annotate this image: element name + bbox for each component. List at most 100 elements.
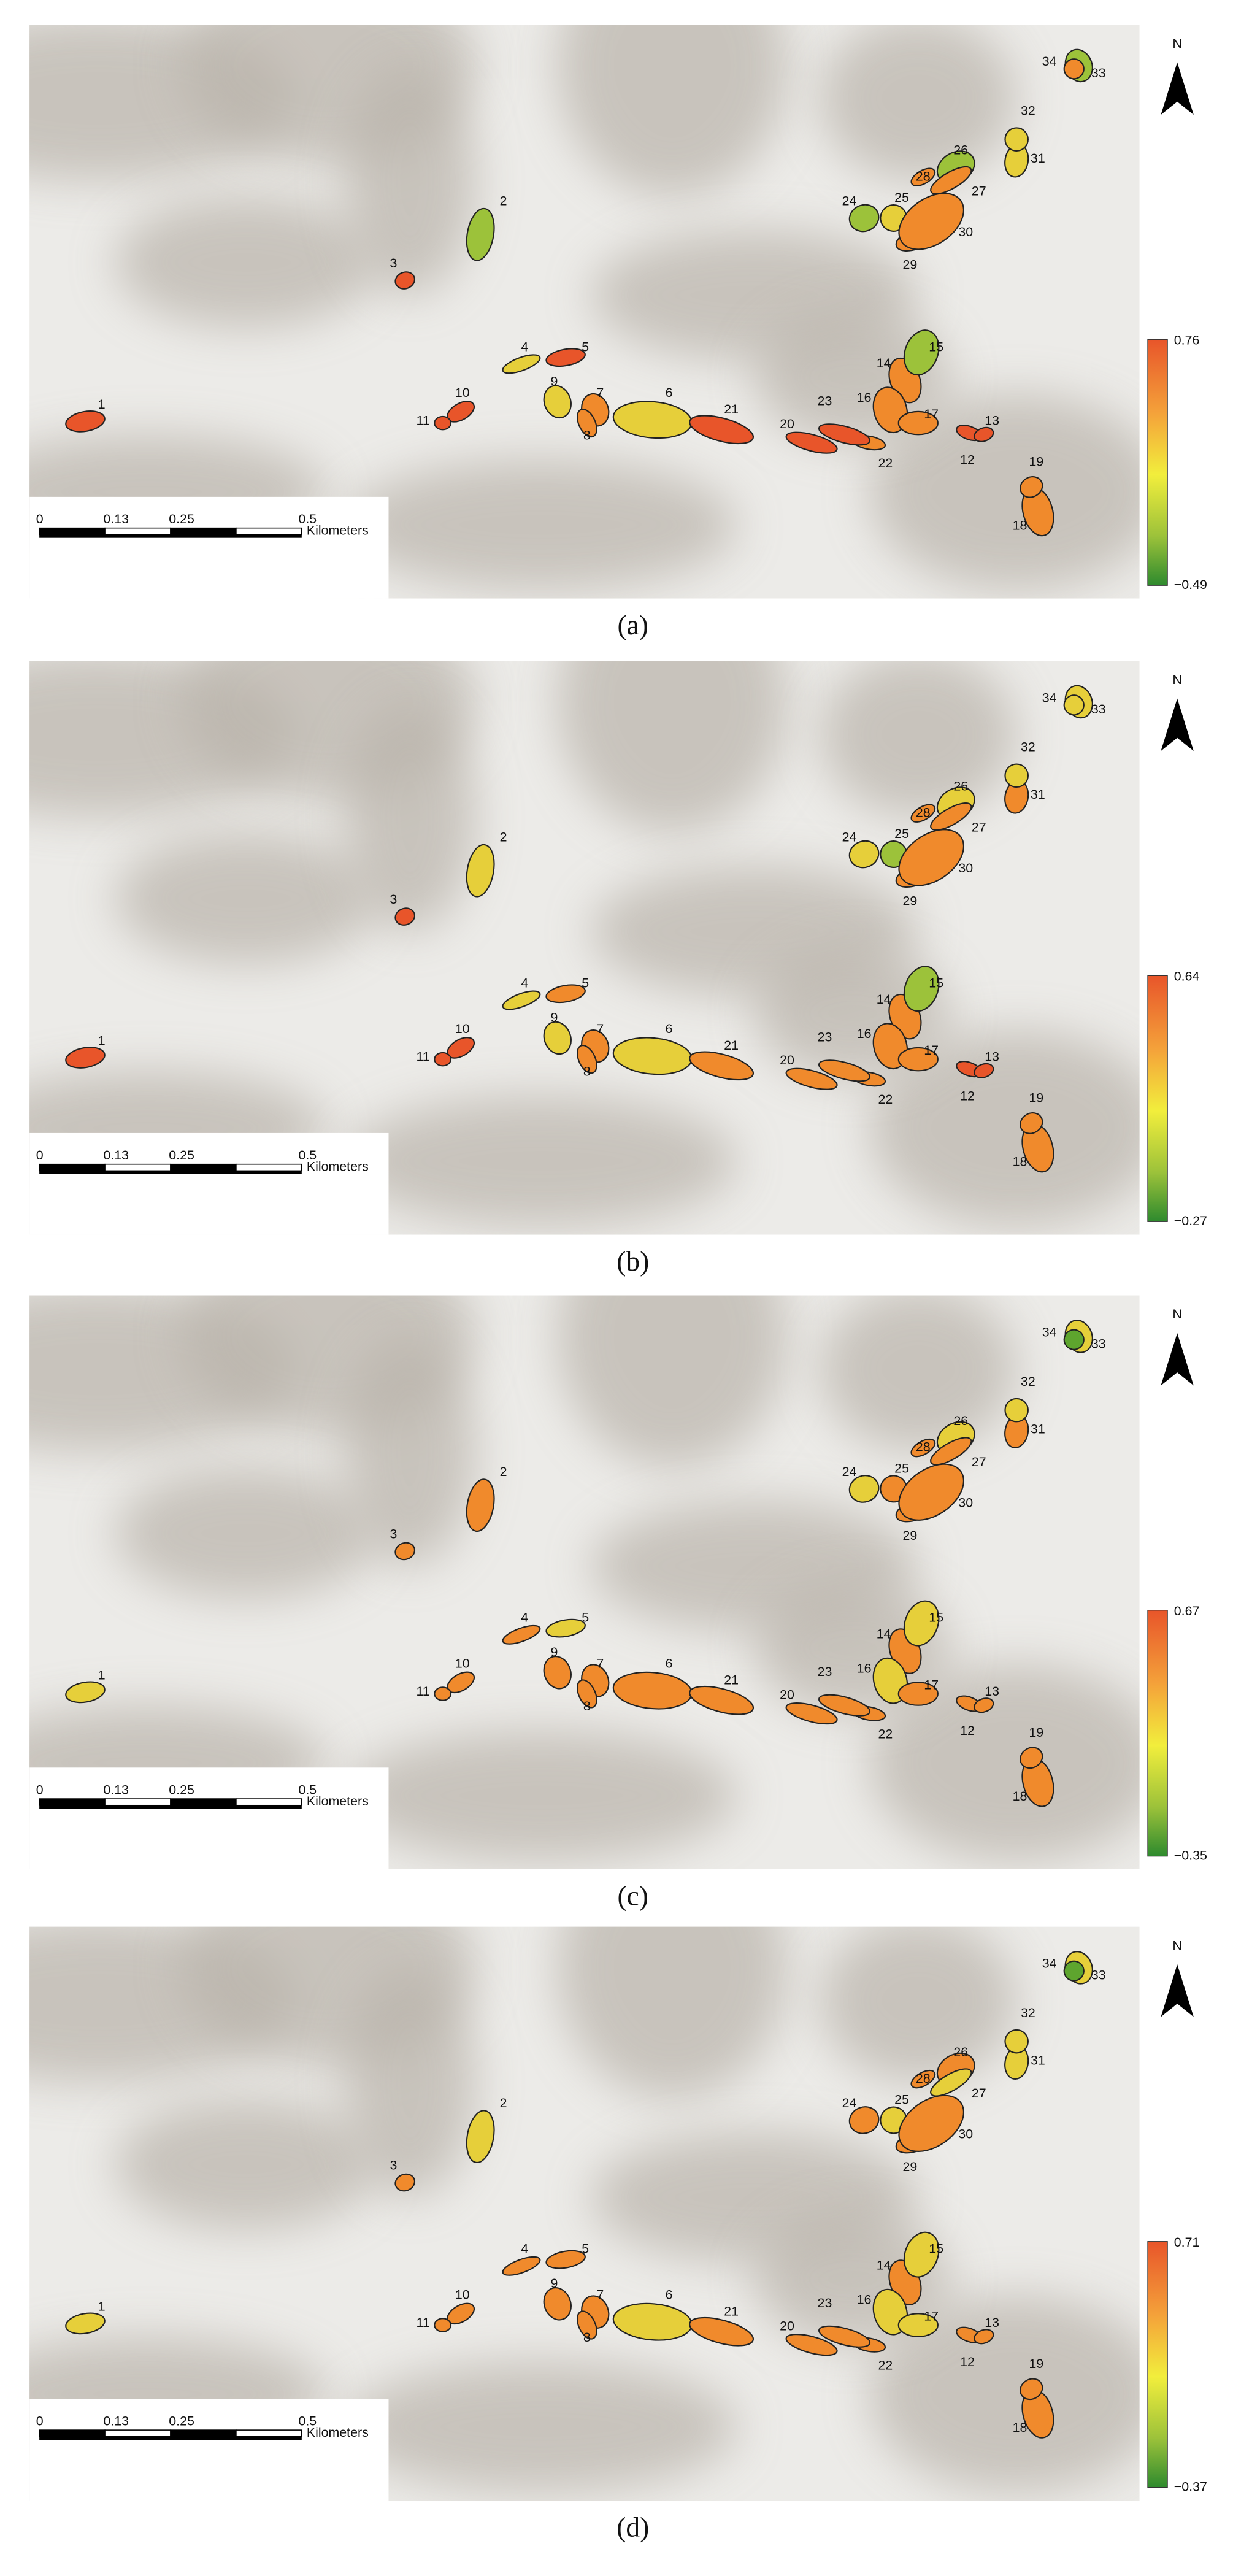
- field: [466, 207, 495, 261]
- field-label: 20: [780, 2318, 794, 2333]
- field-label: 32: [1021, 2005, 1035, 2020]
- field: [910, 804, 936, 823]
- scale-unit: Kilometers: [307, 1794, 369, 1809]
- scale-segment: [39, 2436, 302, 2440]
- field-label: 27: [972, 183, 986, 198]
- legend-bar: [1147, 2241, 1168, 2488]
- field: [394, 271, 416, 290]
- field-label: 1: [98, 1033, 106, 1048]
- field-label: 32: [1021, 1374, 1035, 1389]
- field: [898, 1463, 964, 1521]
- field-label: 31: [1031, 787, 1045, 802]
- field: [434, 1686, 452, 1701]
- field: [434, 2318, 452, 2332]
- field: [577, 1045, 597, 1074]
- terrain-shade: [869, 393, 1140, 591]
- field: [545, 1618, 586, 1638]
- terrain-shade: [557, 1295, 787, 1468]
- field-label: 3: [390, 892, 398, 907]
- field-label: 21: [724, 402, 739, 417]
- legend-bar: [1147, 339, 1168, 586]
- field: [903, 966, 940, 1012]
- scale-segment: [104, 1798, 171, 1806]
- scale-tick-label: 0: [36, 1782, 44, 1797]
- field: [910, 2069, 936, 2089]
- field: [898, 2094, 964, 2152]
- field: [689, 415, 754, 445]
- legend-min: −0.35: [1174, 1848, 1207, 1863]
- field: [930, 2068, 972, 2097]
- field: [394, 2173, 416, 2192]
- field-label: 26: [953, 2045, 968, 2059]
- field: [466, 844, 495, 898]
- field-label: 7: [596, 1656, 604, 1671]
- field-label: 6: [666, 2288, 673, 2302]
- legend-bar: [1147, 1610, 1168, 1857]
- field-label: 27: [972, 820, 986, 834]
- field: [502, 354, 541, 374]
- field-label: 29: [903, 258, 918, 272]
- field: [545, 2250, 586, 2269]
- scale-box: [29, 1767, 389, 1870]
- field-label: 20: [780, 1687, 794, 1702]
- field-label: 19: [1029, 1090, 1043, 1105]
- field-label: 13: [985, 413, 999, 428]
- field: [848, 840, 880, 869]
- field-label: 33: [1091, 1336, 1106, 1351]
- terrain-shade: [115, 1467, 377, 1599]
- field-label: 4: [521, 339, 528, 354]
- field-label: 16: [857, 1661, 872, 1676]
- scale-segment: [39, 1798, 106, 1806]
- scale-segment: [236, 1798, 302, 1806]
- field-label: 25: [894, 190, 909, 205]
- north-arrow: [1161, 1333, 1194, 1386]
- north-arrow: [1161, 698, 1194, 752]
- field: [974, 1063, 994, 1078]
- field-label: 7: [596, 1021, 604, 1036]
- field: [1020, 476, 1043, 498]
- field-label: 34: [1042, 1325, 1057, 1340]
- field-label: 11: [416, 413, 429, 428]
- field-label: 18: [1013, 1155, 1028, 1169]
- field: [785, 1067, 838, 1090]
- field: [689, 1051, 754, 1081]
- field: [434, 415, 452, 431]
- scale-segment: [39, 1805, 302, 1809]
- north-label: N: [1172, 1938, 1181, 1953]
- field-label: 10: [455, 385, 470, 400]
- field-label: 30: [958, 861, 973, 875]
- field-label: 4: [521, 975, 528, 990]
- field-label: 21: [724, 1672, 739, 1687]
- field: [848, 1475, 880, 1503]
- field-label: 31: [1031, 151, 1045, 166]
- terrain-shade: [115, 196, 377, 328]
- scale-tick-label: 0.5: [298, 2413, 317, 2428]
- field-label: 3: [390, 1526, 398, 1541]
- field: [543, 2287, 572, 2321]
- scale-unit: Kilometers: [307, 1159, 369, 1174]
- scale-segment: [236, 527, 302, 536]
- terrain-shade: [820, 1926, 1017, 2083]
- legend-min: −0.49: [1174, 577, 1207, 592]
- field: [543, 385, 572, 419]
- field-label: 13: [985, 2315, 999, 2330]
- field: [577, 408, 597, 438]
- field-label: 10: [455, 1021, 470, 1036]
- scale-tick-label: 0: [36, 1148, 44, 1163]
- scale-unit: Kilometers: [307, 2425, 369, 2440]
- field: [903, 1600, 940, 1647]
- field-label: 34: [1042, 690, 1057, 705]
- field-label: 21: [724, 1038, 739, 1053]
- field-label: 30: [958, 1496, 973, 1510]
- field: [394, 1542, 416, 1561]
- field-label: 2: [500, 829, 507, 844]
- terrain-shade: [820, 1295, 1017, 1451]
- scale-tick-label: 0.13: [103, 512, 129, 526]
- field-label: 5: [582, 339, 589, 354]
- scale-tick-label: 0.13: [103, 1148, 129, 1163]
- panel-label: (a): [618, 610, 648, 640]
- terrain-shade: [344, 1967, 476, 2197]
- field: [1004, 1398, 1029, 1423]
- field-label: 7: [596, 385, 604, 400]
